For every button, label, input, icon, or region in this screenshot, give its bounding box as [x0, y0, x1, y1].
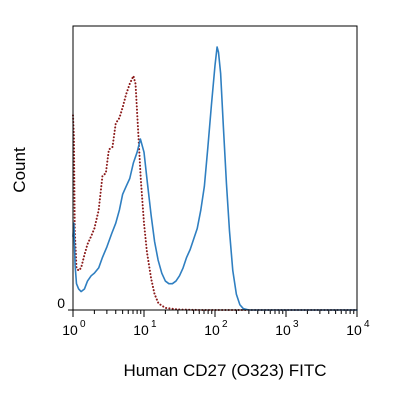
x-axis-ticks	[72, 310, 358, 317]
y-axis-title: Count	[10, 147, 29, 193]
x-tick-base: 10	[204, 322, 220, 338]
x-axis-tick-labels: 10 0 10 1 10 2 10 3 10 4	[62, 319, 370, 338]
x-tick-exponent: 3	[293, 319, 299, 330]
solid-histogram-series	[72, 46, 358, 311]
x-tick-base: 10	[62, 322, 78, 338]
x-tick-base: 10	[346, 322, 362, 338]
x-axis-title: Human CD27 (O323) FITC	[123, 361, 326, 380]
x-tick-exponent: 0	[80, 319, 86, 330]
y-tick-label: 0	[57, 295, 65, 311]
y-axis-tick-labels: 0	[57, 295, 73, 311]
x-tick-exponent: 2	[222, 319, 228, 330]
dotted-histogram-series	[72, 74, 358, 311]
x-tick-label: 10 4	[346, 319, 370, 338]
x-tick-label: 10 0	[62, 319, 86, 338]
x-tick-base: 10	[275, 322, 291, 338]
x-tick-label: 10 1	[133, 319, 157, 338]
series-layer	[72, 46, 358, 311]
plot-frame	[72, 25, 358, 311]
x-tick-exponent: 4	[364, 319, 370, 330]
x-tick-label: 10 2	[204, 319, 228, 338]
x-tick-exponent: 1	[151, 319, 157, 330]
x-tick-label: 10 3	[275, 319, 299, 338]
x-tick-base: 10	[133, 322, 149, 338]
